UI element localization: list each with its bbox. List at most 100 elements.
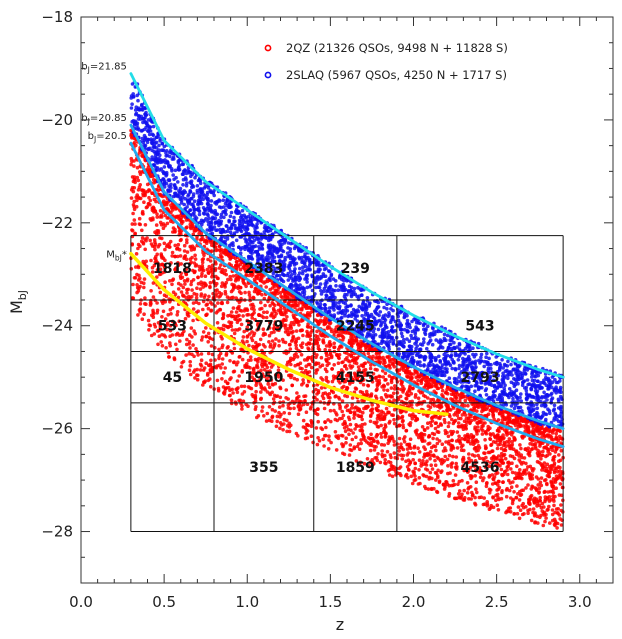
qso-2qz-point	[185, 225, 189, 229]
qso-2qz-point	[221, 323, 226, 328]
qso-2qz-point	[321, 391, 326, 396]
qso-2qz-point	[140, 236, 145, 240]
qso-2qz-point	[178, 238, 183, 243]
qso-2qz-point	[515, 484, 519, 488]
qso-2qz-point	[506, 464, 511, 469]
qso-2qz-point	[450, 438, 454, 443]
qso-2qz-point	[327, 434, 331, 439]
qso-2qz-point	[209, 384, 213, 389]
qso-2qz-point	[531, 485, 535, 489]
qso-2qz-point	[237, 355, 242, 359]
qso-2qz-point	[263, 280, 268, 284]
qso-2qz-point	[392, 421, 397, 426]
qso-2qz-point	[511, 480, 515, 484]
qso-2qz-point	[313, 362, 318, 367]
qso-2qz-point	[416, 396, 421, 401]
qso-2qz-point	[447, 453, 452, 458]
qso-2qz-point	[468, 420, 473, 425]
qso-2qz-point	[141, 212, 145, 216]
qso-2qz-point	[217, 356, 221, 361]
qso-2qz-point	[486, 412, 491, 417]
qso-2qz-point	[246, 267, 251, 272]
qso-2qz-point	[221, 343, 225, 348]
qso-2qz-point	[241, 399, 246, 404]
qso-2qz-point	[518, 508, 523, 512]
qso-2qz-point	[428, 456, 432, 461]
qso-2qz-point	[404, 429, 409, 433]
qso-2qz-point	[280, 337, 285, 342]
qso-2qz-point	[277, 339, 281, 343]
qso-2qz-point	[401, 384, 405, 389]
qso-2qz-point	[170, 333, 175, 337]
qso-2qz-point	[528, 476, 532, 480]
qso-2qz-point	[504, 431, 509, 435]
qso-2qz-point	[546, 470, 551, 475]
qso-2qz-point	[254, 415, 259, 420]
qso-2qz-point	[272, 400, 277, 405]
qso-2qz-point	[487, 507, 492, 512]
qso-2qz-point	[201, 257, 206, 261]
qso-2qz-point	[347, 453, 352, 457]
qso-2qz-point	[505, 486, 510, 491]
qso-2qz-point	[452, 419, 457, 424]
qso-2qz-point	[294, 329, 299, 333]
qso-2qz-point	[417, 476, 422, 480]
qso-2qz-point	[215, 321, 220, 325]
qso-2qz-point	[209, 344, 214, 348]
qso-2slaq-point	[500, 358, 504, 362]
qso-2qz-point	[206, 340, 210, 344]
qso-2qz-point	[519, 475, 523, 480]
qso-2qz-point	[316, 390, 321, 395]
qso-2qz-point	[324, 358, 329, 363]
qso-2qz-point	[287, 411, 292, 416]
qso-2qz-point	[419, 435, 424, 440]
qso-2qz-point	[388, 460, 393, 465]
qso-2qz-point	[147, 195, 151, 200]
qso-2qz-point	[412, 444, 417, 449]
qso-2qz-point	[301, 333, 305, 338]
qso-2qz-point	[413, 461, 417, 466]
qso-2qz-point	[235, 379, 240, 383]
qso-2qz-point	[436, 474, 440, 478]
qso-2qz-point	[522, 512, 526, 516]
qso-2qz-point	[538, 480, 543, 485]
qso-2qz-point	[529, 518, 534, 523]
qso-2qz-point	[348, 443, 353, 447]
qso-2qz-point	[342, 452, 347, 457]
qso-2qz-point	[428, 470, 433, 475]
qso-2qz-point	[168, 245, 172, 249]
qso-2qz-point	[392, 364, 397, 369]
qso-2qz-point	[352, 445, 357, 449]
qso-2qz-point	[523, 447, 528, 451]
qso-2qz-point	[308, 325, 313, 330]
qso-2qz-point	[315, 398, 319, 402]
qso-2qz-point	[252, 289, 257, 294]
qso-2qz-point	[136, 178, 141, 183]
qso-2qz-point	[271, 397, 276, 401]
qso-2qz-point	[395, 360, 400, 365]
qso-2qz-point	[131, 203, 136, 207]
qso-2qz-point	[491, 406, 495, 411]
qso-2qz-point	[149, 242, 154, 246]
qso-2qz-point	[181, 285, 186, 290]
qso-2qz-point	[206, 351, 211, 356]
qso-2qz-point	[368, 448, 373, 453]
qso-2qz-point	[378, 374, 382, 379]
qso-2qz-point	[518, 468, 522, 472]
qso-2qz-point	[138, 302, 143, 306]
qso-2qz-point	[152, 332, 157, 336]
qso-2qz-point	[446, 464, 450, 468]
qso-2qz-point	[306, 333, 310, 337]
qso-2qz-point	[392, 439, 396, 444]
qso-2qz-point	[182, 294, 186, 298]
qso-2qz-point	[518, 460, 523, 464]
qso-2qz-point	[508, 454, 513, 458]
qso-2qz-point	[322, 406, 327, 411]
qso-2qz-point	[556, 511, 560, 516]
qso-2qz-point	[268, 321, 272, 325]
qso-2qz-point	[324, 378, 329, 383]
qso-2qz-point	[214, 262, 218, 266]
qso-2qz-point	[558, 436, 562, 441]
qso-2qz-point	[512, 418, 516, 423]
qso-2qz-point	[382, 443, 387, 447]
